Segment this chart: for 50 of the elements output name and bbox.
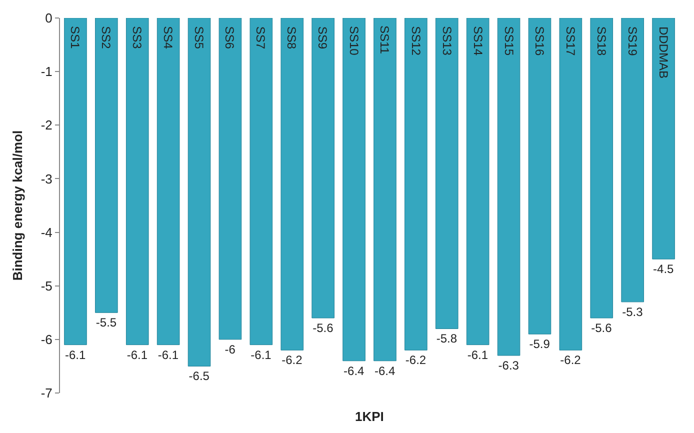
x-tick-label: SS4 xyxy=(160,26,175,50)
x-tick-label: SS6 xyxy=(222,26,237,50)
data-label: -6.3 xyxy=(498,358,520,372)
data-label: -6.4 xyxy=(344,364,365,378)
y-tick-label: -5 xyxy=(40,278,52,294)
x-tick-label: SS16 xyxy=(532,26,547,56)
y-tick-label: -6 xyxy=(40,332,52,347)
y-tick-label: -1 xyxy=(40,64,52,80)
x-tick-label: SS9 xyxy=(316,26,330,50)
data-label: -5.9 xyxy=(529,337,550,352)
x-tick-label: SS8 xyxy=(284,26,299,50)
data-label: -6.1 xyxy=(126,348,148,362)
x-tick-label: SS7 xyxy=(254,26,268,50)
x-tick-label: SS3 xyxy=(130,26,144,50)
y-tick-label: -7 xyxy=(40,386,52,401)
y-axis-title: Binding energy kcal/mol xyxy=(10,130,25,281)
data-label: -6.2 xyxy=(282,353,303,368)
data-label: -6.2 xyxy=(560,353,582,368)
x-tick-label: SS2 xyxy=(98,26,113,50)
y-tick-label: 0 xyxy=(45,10,52,26)
data-label: -6 xyxy=(224,342,236,356)
y-tick-label: -2 xyxy=(40,118,52,133)
x-tick-label: SS1 xyxy=(68,26,82,50)
x-tick-label: DDDMAB xyxy=(656,26,671,78)
data-label: -6.1 xyxy=(64,348,86,362)
data-label: -5.6 xyxy=(591,321,612,335)
x-tick-label: SS19 xyxy=(626,26,640,56)
x-tick-label: SS5 xyxy=(192,26,206,50)
data-label: -6.5 xyxy=(188,369,210,384)
data-label: -6.2 xyxy=(405,353,426,368)
data-label: -5.3 xyxy=(622,304,644,319)
data-label: -4.5 xyxy=(653,262,674,276)
x-tick-label: SS18 xyxy=(594,26,609,56)
x-tick-label: SS13 xyxy=(440,26,454,56)
x-tick-label: SS12 xyxy=(408,26,423,56)
data-label: -5.5 xyxy=(96,316,117,330)
data-label: -5.8 xyxy=(436,332,458,346)
x-tick-label: SS10 xyxy=(347,26,362,56)
data-label: -6.1 xyxy=(250,348,272,362)
x-axis-title: 1KPI xyxy=(355,409,384,424)
x-tick-label: SS14 xyxy=(470,26,485,56)
x-tick-label: SS17 xyxy=(564,26,578,56)
x-tick-label: SS15 xyxy=(502,26,516,56)
data-label: -5.6 xyxy=(312,321,334,335)
y-tick-label: -4 xyxy=(40,224,52,240)
data-label: -6.4 xyxy=(374,364,396,378)
data-label: -6.1 xyxy=(467,348,488,362)
data-label: -6.1 xyxy=(158,348,179,362)
y-tick-label: -3 xyxy=(40,171,52,186)
x-tick-label: SS11 xyxy=(377,26,392,54)
